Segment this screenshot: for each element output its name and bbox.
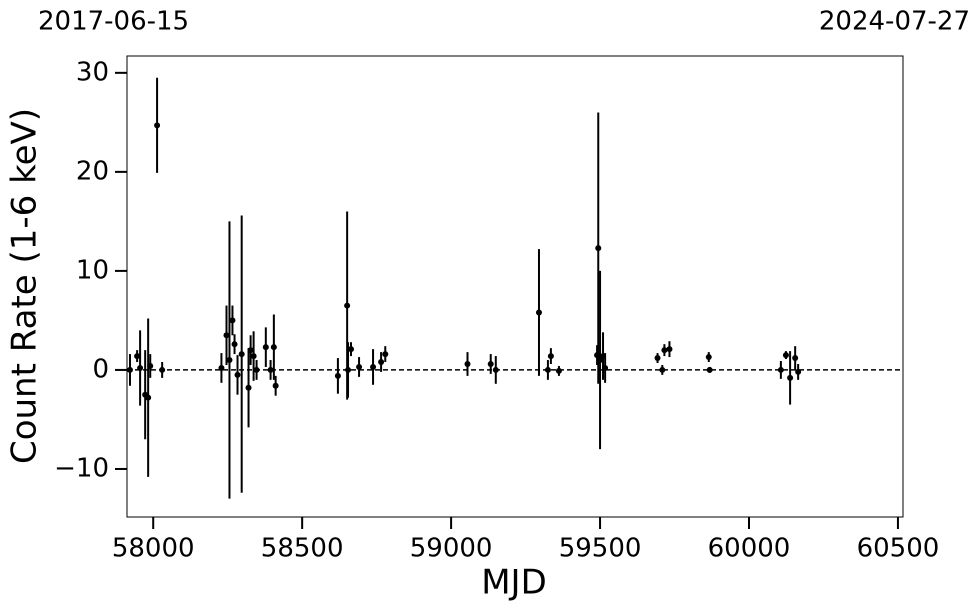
data-point — [126, 366, 133, 373]
x-tick-label: 60500 — [857, 534, 940, 564]
data-point — [661, 347, 668, 354]
plot-frame — [126, 55, 904, 518]
y-tick-label: 0 — [92, 354, 109, 384]
start-date: 2017-06-15 — [38, 7, 189, 37]
data-point — [777, 366, 784, 373]
data-point — [705, 354, 712, 361]
y-tick-label: −10 — [54, 453, 109, 483]
data-point — [544, 366, 551, 373]
data-point — [231, 341, 238, 348]
data-point — [782, 352, 789, 359]
x-tick-label: 60000 — [708, 534, 791, 564]
x-tick-label: 58500 — [261, 534, 344, 564]
data-point — [487, 360, 494, 367]
data-point — [659, 366, 666, 373]
data-point — [345, 366, 352, 373]
data-point — [270, 344, 277, 351]
data-point — [145, 394, 152, 401]
x-tick-label: 59000 — [410, 534, 493, 564]
x-axis-label: MJD — [481, 563, 547, 603]
data-point — [137, 364, 144, 371]
data-point — [245, 384, 252, 391]
end-date: 2024-07-27 — [819, 7, 970, 37]
data-point — [262, 344, 269, 351]
data-point — [535, 309, 542, 316]
data-point — [555, 367, 562, 374]
y-tick-label: 10 — [76, 255, 109, 285]
data-point — [382, 351, 389, 358]
data-point — [218, 364, 225, 371]
data-point — [356, 363, 363, 370]
data-point — [272, 382, 279, 389]
data-point — [370, 363, 377, 370]
data-point — [547, 353, 554, 360]
data-point — [378, 359, 385, 366]
data-point — [159, 366, 166, 373]
y-tick-label: 20 — [76, 156, 109, 186]
data-point — [253, 366, 260, 373]
data-point — [226, 357, 233, 364]
data-point — [267, 366, 274, 373]
data-point — [223, 332, 230, 339]
data-point — [234, 371, 241, 378]
data-point — [147, 362, 154, 369]
x-tick-label: 59500 — [559, 534, 642, 564]
data-point — [250, 353, 257, 360]
data-point — [247, 347, 254, 354]
data-point — [492, 366, 499, 373]
data-point — [464, 360, 471, 367]
data-point — [602, 364, 609, 371]
data-point — [654, 355, 661, 362]
data-point — [792, 355, 799, 362]
x-tick-label: 58000 — [112, 534, 195, 564]
data-point — [595, 245, 602, 252]
y-axis-label: Count Rate (1-6 keV) — [5, 108, 45, 464]
data-point — [795, 368, 802, 375]
data-point — [134, 353, 141, 360]
y-tick-label: 30 — [76, 57, 109, 87]
data-point — [154, 122, 161, 129]
data-point — [238, 351, 245, 358]
data-point — [344, 302, 351, 309]
data-point — [348, 346, 355, 353]
data-point — [706, 366, 713, 373]
data-point — [334, 372, 341, 379]
data-point — [787, 374, 794, 381]
data-point — [666, 346, 673, 353]
data-point — [229, 317, 236, 324]
